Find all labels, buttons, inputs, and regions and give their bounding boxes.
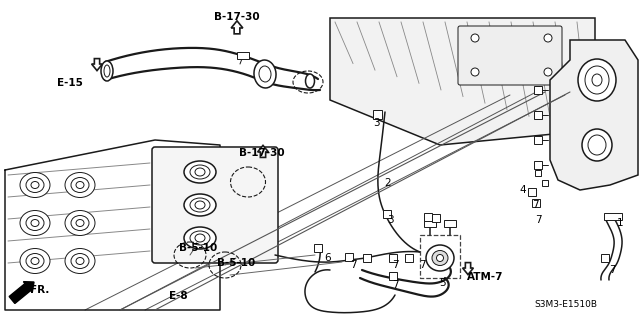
Ellipse shape <box>65 249 95 273</box>
Ellipse shape <box>436 255 444 262</box>
Text: 3: 3 <box>387 215 394 225</box>
Bar <box>534 86 542 94</box>
Ellipse shape <box>254 60 276 88</box>
Bar <box>424 213 432 221</box>
Bar <box>237 52 249 59</box>
Text: 7: 7 <box>419 260 426 270</box>
Bar <box>345 253 353 261</box>
Text: 7: 7 <box>609 265 615 275</box>
Text: 7: 7 <box>392 280 398 290</box>
Text: B-5-10: B-5-10 <box>179 243 217 253</box>
Text: 5: 5 <box>440 278 446 288</box>
Text: 7: 7 <box>349 260 356 270</box>
Bar <box>363 254 371 262</box>
Circle shape <box>471 68 479 76</box>
Polygon shape <box>330 18 595 145</box>
Ellipse shape <box>190 165 210 179</box>
Polygon shape <box>258 145 268 157</box>
Bar <box>389 254 397 262</box>
Text: 7: 7 <box>392 260 398 270</box>
Ellipse shape <box>184 194 216 216</box>
Text: FR.: FR. <box>30 285 49 295</box>
Text: B-17-30: B-17-30 <box>214 12 260 22</box>
Bar <box>532 199 540 207</box>
Ellipse shape <box>20 211 50 235</box>
Ellipse shape <box>190 198 210 212</box>
FancyBboxPatch shape <box>152 147 278 263</box>
Text: 7: 7 <box>532 200 538 210</box>
Bar <box>601 254 609 262</box>
Ellipse shape <box>65 173 95 197</box>
FancyArrow shape <box>9 282 34 303</box>
Bar <box>542 180 548 186</box>
Bar <box>535 170 541 176</box>
Text: S3M3-E1510B: S3M3-E1510B <box>534 300 598 309</box>
Ellipse shape <box>65 211 95 235</box>
Text: 7: 7 <box>534 215 541 225</box>
Ellipse shape <box>20 249 50 273</box>
Text: 3: 3 <box>372 118 380 128</box>
Bar <box>432 214 440 222</box>
Bar <box>534 136 542 144</box>
Ellipse shape <box>432 250 448 265</box>
Polygon shape <box>92 59 102 70</box>
Bar <box>314 244 322 252</box>
Circle shape <box>544 34 552 42</box>
Text: 2: 2 <box>385 178 391 188</box>
Ellipse shape <box>305 74 314 88</box>
Bar <box>534 161 542 169</box>
Ellipse shape <box>426 245 454 271</box>
Bar <box>389 272 397 280</box>
Ellipse shape <box>20 173 50 197</box>
Circle shape <box>471 34 479 42</box>
Ellipse shape <box>184 227 216 249</box>
Bar <box>373 110 382 119</box>
Polygon shape <box>463 263 474 275</box>
Text: 4: 4 <box>520 185 526 195</box>
Ellipse shape <box>184 161 216 183</box>
Text: 1: 1 <box>617 218 623 228</box>
Bar <box>444 220 456 227</box>
Text: B-5-10: B-5-10 <box>217 258 255 268</box>
Text: E-15: E-15 <box>57 78 83 88</box>
Text: 6: 6 <box>324 253 332 263</box>
Polygon shape <box>550 40 638 190</box>
Bar <box>604 213 622 220</box>
Bar <box>424 220 436 227</box>
Ellipse shape <box>582 129 612 161</box>
Bar <box>528 188 536 196</box>
Text: ATM-7: ATM-7 <box>467 272 503 282</box>
Text: B-17-30: B-17-30 <box>239 148 285 158</box>
FancyBboxPatch shape <box>458 26 562 85</box>
Ellipse shape <box>190 231 210 245</box>
Text: E-8: E-8 <box>169 291 188 301</box>
Bar <box>383 210 391 218</box>
Ellipse shape <box>101 61 113 81</box>
Circle shape <box>544 68 552 76</box>
Ellipse shape <box>578 59 616 101</box>
Bar <box>405 254 413 262</box>
Polygon shape <box>231 21 243 34</box>
Bar <box>534 111 542 119</box>
